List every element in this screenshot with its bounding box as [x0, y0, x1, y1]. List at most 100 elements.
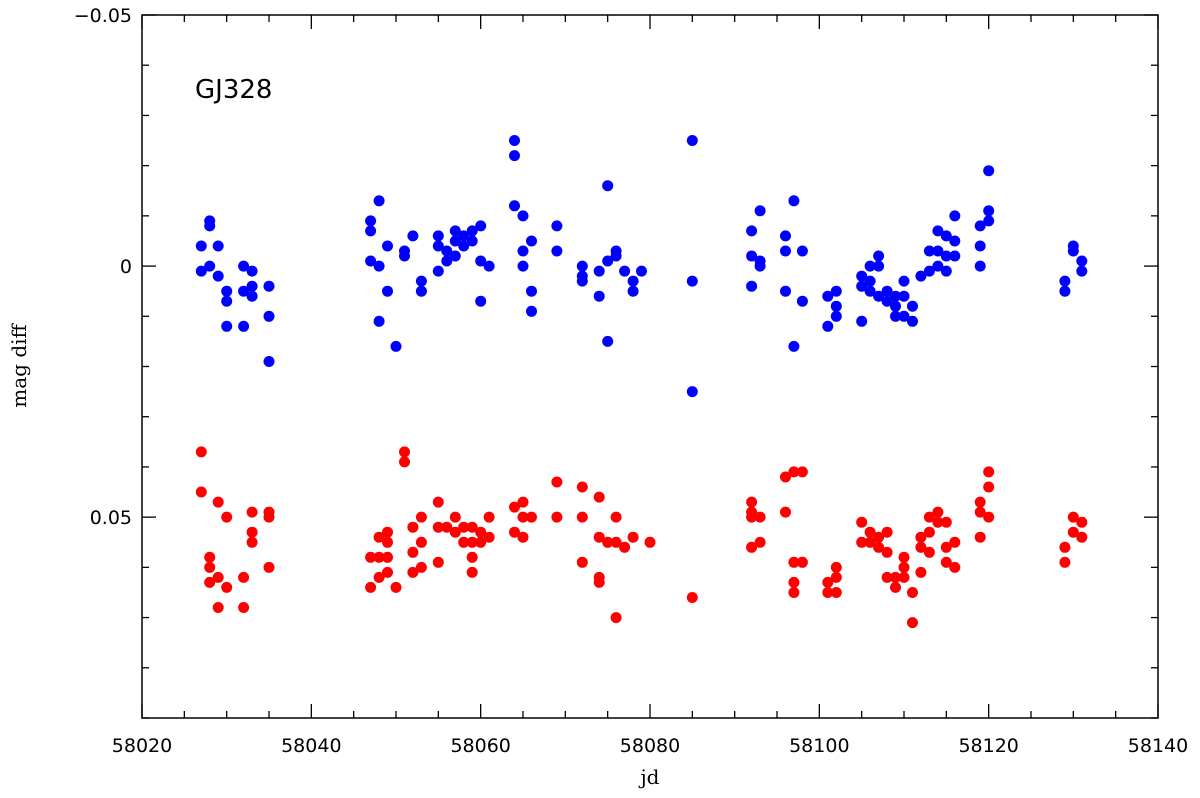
- red-data-point: [602, 536, 614, 548]
- red-data-point: [940, 556, 952, 568]
- blue-data-point: [923, 245, 935, 257]
- red-data-point: [974, 496, 986, 508]
- blue-data-point: [949, 235, 961, 247]
- red-data-point: [593, 491, 605, 503]
- blue-data-point: [365, 225, 377, 237]
- red-data-point: [373, 571, 385, 583]
- red-data-point: [1076, 516, 1088, 528]
- red-data-point: [796, 556, 808, 568]
- blue-data-point: [509, 200, 520, 212]
- blue-data-point: [830, 300, 842, 312]
- blue-data-point: [551, 220, 563, 232]
- blue-data-point: [864, 275, 876, 287]
- red-data-point: [246, 536, 258, 548]
- red-data-point: [830, 587, 842, 598]
- blue-data-point: [449, 225, 461, 237]
- red-data-point: [449, 511, 461, 523]
- red-data-point: [983, 481, 995, 493]
- red-data-point: [974, 506, 986, 518]
- red-data-point: [365, 551, 377, 563]
- red-data-point: [441, 521, 453, 533]
- blue-data-point: [517, 260, 529, 272]
- blue-data-point: [432, 240, 444, 252]
- y-tick-label: 0.05: [90, 507, 132, 529]
- y-tick-label: 0: [120, 256, 132, 278]
- blue-data-point: [796, 245, 808, 257]
- red-data-point: [907, 617, 918, 629]
- red-data-point: [466, 521, 478, 533]
- red-data-point: [686, 592, 698, 603]
- x-tick-label: 58140: [1128, 735, 1188, 757]
- blue-data-point: [458, 230, 470, 242]
- red-data-point: [940, 541, 952, 553]
- red-data-point: [432, 496, 444, 508]
- red-data-point: [873, 541, 885, 553]
- blue-data-point: [796, 295, 808, 307]
- red-data-point: [610, 612, 622, 624]
- blue-data-point: [873, 250, 885, 262]
- blue-data-point: [746, 250, 758, 262]
- red-data-point: [382, 536, 393, 548]
- blue-data-point: [686, 135, 698, 146]
- red-data-point: [754, 536, 766, 548]
- blue-data-point: [636, 265, 647, 277]
- blue-data-point: [686, 386, 698, 398]
- red-data-point: [983, 511, 995, 523]
- blue-data-point: [788, 195, 800, 207]
- blue-data-point: [983, 215, 995, 227]
- red-data-point: [475, 536, 487, 548]
- red-data-point: [509, 526, 520, 538]
- red-data-point: [949, 536, 961, 548]
- blue-data-point: [593, 265, 605, 277]
- red-data-point: [619, 541, 631, 553]
- blue-data-point: [1059, 285, 1071, 297]
- blue-data-point: [509, 135, 520, 146]
- red-data-point: [932, 516, 944, 528]
- red-data-point: [610, 511, 622, 523]
- red-data-point: [204, 551, 216, 563]
- red-data-point: [923, 526, 935, 538]
- red-data-point: [593, 576, 605, 588]
- blue-data-point: [1076, 265, 1088, 277]
- red-data-point: [898, 551, 910, 563]
- blue-data-point: [238, 320, 250, 332]
- blue-data-point: [602, 255, 614, 267]
- red-data-point: [221, 581, 233, 593]
- red-data-point: [796, 466, 808, 478]
- blue-data-point: [246, 265, 258, 277]
- blue-data-point: [246, 280, 258, 292]
- red-data-point: [263, 511, 275, 523]
- x-tick-label: 58100: [789, 735, 849, 757]
- blue-data-point: [780, 245, 791, 257]
- blue-data-point: [263, 280, 275, 292]
- red-data-point: [212, 571, 224, 583]
- blue-data-point: [593, 290, 605, 302]
- blue-data-point: [864, 260, 876, 272]
- blue-data-point: [263, 356, 275, 367]
- red-data-point: [399, 446, 410, 458]
- red-data-point: [788, 587, 800, 598]
- red-data-point: [221, 511, 233, 523]
- red-data-point: [1059, 541, 1071, 553]
- red-data-point: [449, 526, 461, 538]
- red-data-point: [415, 511, 427, 523]
- blue-data-point: [475, 255, 487, 267]
- red-data-point: [517, 531, 529, 543]
- blue-data-point: [983, 205, 995, 217]
- red-data-point: [746, 541, 758, 553]
- blue-data-point: [890, 310, 901, 322]
- blue-data-point: [949, 210, 961, 222]
- red-data-point: [593, 531, 605, 543]
- blue-data-point: [1067, 245, 1079, 257]
- red-data-point: [1059, 556, 1071, 568]
- red-data-point: [382, 551, 393, 563]
- red-data-point: [373, 531, 385, 543]
- blue-data-point: [788, 340, 800, 352]
- blue-data-point: [441, 255, 453, 267]
- blue-data-point: [940, 265, 952, 277]
- blue-data-point: [221, 285, 233, 297]
- red-data-point: [263, 561, 275, 573]
- red-data-point: [204, 561, 216, 573]
- x-tick-label: 58040: [281, 735, 341, 757]
